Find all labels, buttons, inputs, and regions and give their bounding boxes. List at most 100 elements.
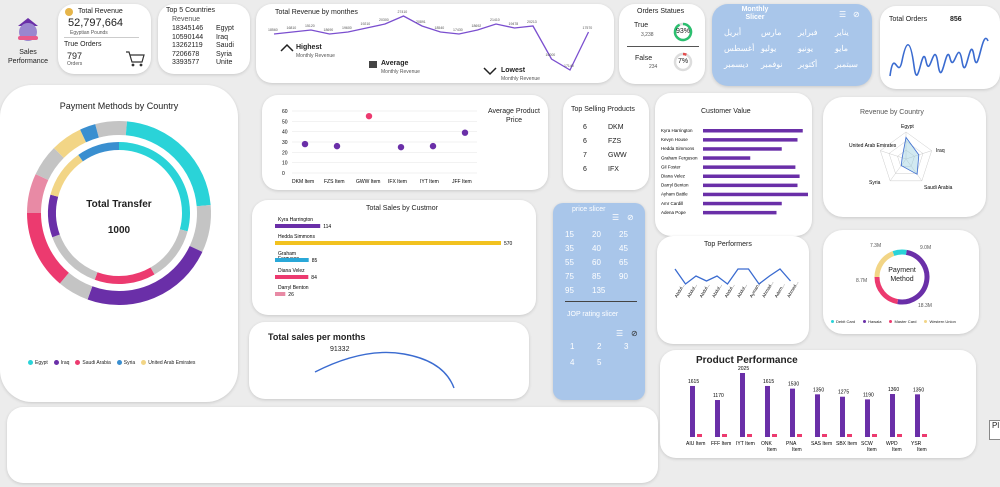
customer-label: Kyra Harrington (278, 217, 313, 223)
price-option[interactable]: 95 (565, 286, 574, 295)
revenue-point-label: 19600 (342, 26, 352, 30)
customer-value-chart: Kyra Harrington Kevyn House Hedda Simmons G… (661, 128, 808, 215)
payment-country-legend: Egypt Iraq Saudi Arabia Syria United Arab Em… (28, 360, 201, 366)
performer-line (674, 268, 791, 285)
revenue-point-label: 19210 (361, 22, 371, 26)
product-bar-secondary (847, 434, 852, 437)
revenue-point-label: 18540 (435, 26, 445, 30)
multi-select-icon[interactable]: ☰ (612, 213, 620, 222)
false-pct-donut (673, 52, 693, 72)
price-slicer[interactable]: price slicer ☰ ⊘ 15 20 25 35 40 45 55 60 65 75 85 9… (553, 203, 645, 400)
price-option[interactable]: 15 (565, 230, 574, 239)
month-option[interactable]: أبريل (724, 28, 742, 37)
true-pct: 93% (675, 28, 691, 35)
product-label: IYT Item (736, 441, 755, 447)
clear-filter-icon[interactable]: ⊘ (853, 10, 860, 19)
product-bar (765, 385, 770, 437)
false-value: 234 (649, 64, 658, 70)
rating-option[interactable]: 1 (570, 342, 575, 351)
product-bar (715, 400, 720, 437)
month-option[interactable]: مارس (761, 28, 782, 37)
price-option[interactable]: 25 (619, 230, 628, 239)
month-option[interactable]: أغسطس (724, 44, 755, 53)
price-option[interactable]: 20 (592, 230, 601, 239)
x-tick-label: JFF Item (452, 179, 472, 185)
month-option[interactable]: نوفمبر (761, 60, 783, 69)
month-option[interactable]: سبتمبر (835, 60, 858, 69)
average-sub: Monthly Revenue (381, 69, 420, 75)
x-tick-label: FZS Item (324, 179, 345, 185)
rating-option[interactable]: 3 (624, 342, 629, 351)
product-label: FFF Item (711, 441, 731, 447)
monthly-revenue-chart: 18560 16810 15120 18690 19600 19210 20300 27410… (268, 10, 592, 71)
month-option[interactable]: مايو (835, 44, 849, 53)
multi-select-icon[interactable]: ☰ (839, 10, 847, 19)
clear-filter-icon[interactable]: ⊘ (631, 329, 638, 338)
rating-option[interactable]: 4 (570, 358, 575, 367)
month-option[interactable]: أكتوبر (798, 60, 818, 69)
y-tick-label: 40 (282, 130, 288, 136)
customer-name: Graham Ferguson (661, 155, 698, 160)
product-bar (690, 385, 695, 437)
top-performers-card: Top Performers Abdul... Abdul... Abdul... A… (657, 236, 809, 344)
price-option[interactable]: 135 (592, 286, 606, 295)
legend-swatch (53, 360, 59, 366)
highest-label: Highest (296, 44, 322, 51)
radar-shape (900, 136, 920, 175)
label-87m: 8.7M (856, 278, 868, 284)
price-option[interactable]: 60 (592, 258, 601, 267)
monthly-slicer[interactable]: Monthly Slicer ☰ ⊘ يناير فبراير مارس أبريل م… (712, 4, 872, 86)
sales-months-line (314, 351, 455, 389)
country-value: 18345146 (172, 25, 204, 32)
legend-swatch (116, 360, 122, 366)
month-option[interactable]: فبراير (798, 28, 818, 37)
side-tab[interactable]: Pl (989, 420, 1000, 440)
cart-icon (126, 51, 145, 67)
product-bar-secondary (897, 434, 902, 437)
customer-name: Diana Velez (661, 174, 686, 179)
price-option[interactable]: 90 (619, 272, 628, 281)
product-label: Item (892, 447, 902, 453)
multi-select-icon[interactable]: ☰ (616, 329, 624, 338)
month-option[interactable]: ديسمبر (724, 60, 749, 69)
price-option[interactable]: 65 (619, 258, 628, 267)
inner-ring-segment (118, 142, 190, 232)
customer-label: Darryl Benton (278, 285, 309, 291)
price-option[interactable]: 45 (619, 244, 628, 253)
product-value: 1350 (913, 387, 924, 393)
price-option[interactable]: 35 (565, 244, 574, 253)
performer-label: Ayman... (749, 281, 762, 299)
price-option[interactable]: 75 (565, 272, 574, 281)
revenue-point-label: 16000 (546, 53, 556, 57)
outer-ring-segment (80, 124, 99, 143)
performer-label: Abdul... (686, 283, 698, 299)
product-value: 1615 (763, 379, 774, 385)
price-option[interactable]: 40 (592, 244, 601, 253)
price-option[interactable]: 85 (592, 272, 601, 281)
country-name: Egypt (216, 25, 234, 32)
legend-item: Western Union (924, 319, 956, 324)
product-performance-card: Product Performance 1615 AIU Item 1170 FFF … (660, 350, 976, 458)
country-value: 10590144 (172, 33, 204, 41)
legend-swatch (831, 320, 834, 324)
revenue-point-label: 27410 (398, 10, 408, 14)
product-label: AIU Item (686, 441, 705, 447)
product-bar-secondary (872, 434, 877, 437)
top-selling-title: Top Selling Products (571, 106, 635, 113)
revenue-country-title: Revenue by Country (860, 109, 924, 116)
price-option[interactable]: 55 (565, 258, 574, 267)
coin-icon (65, 8, 73, 16)
month-option[interactable]: يناير (835, 28, 849, 37)
avg-price-chart: 60 50 40 30 20 10 0 DKM Item FZS Item GWW Item IFX… (282, 109, 477, 185)
customer-value-card: Customer Value Kyra Harrington Kevyn Hous… (655, 93, 812, 236)
month-option[interactable]: يونيو (798, 44, 814, 53)
clear-filter-icon[interactable]: ⊘ (627, 213, 634, 222)
rating-option[interactable]: 5 (597, 358, 602, 367)
lowest-sub: Monthly Revenue (501, 76, 540, 82)
customer-bar (703, 129, 803, 133)
rating-option[interactable]: 2 (597, 342, 602, 351)
product-name: FZS (608, 138, 622, 145)
total-revenue-title: Total Revenue (78, 8, 123, 15)
month-option[interactable]: يوليو (761, 44, 777, 53)
product-value: 1615 (688, 379, 699, 385)
